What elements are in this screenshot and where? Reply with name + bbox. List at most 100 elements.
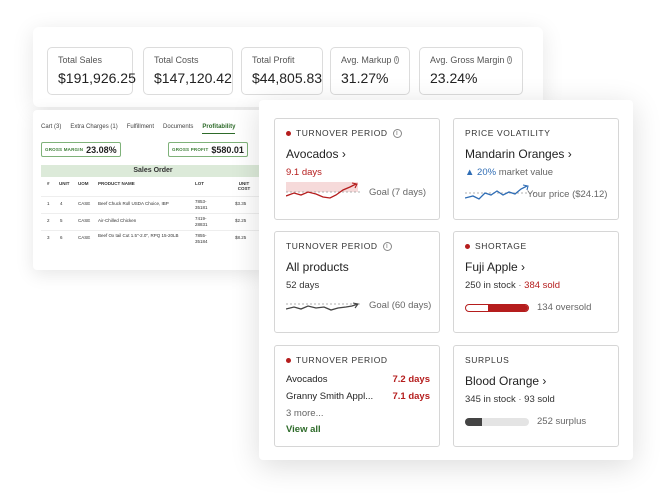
surplus-label: 252 surplus [537, 416, 587, 427]
stat-value: $44,805.83 [252, 70, 323, 86]
tile-heading: SURPLUS [465, 355, 510, 365]
product-link[interactable]: Mandarin Oranges › [465, 147, 572, 161]
oversold-label: 134 oversold [537, 302, 592, 313]
col-number: # [47, 181, 50, 186]
list-item-name: Granny Smith Appl... [286, 391, 374, 402]
sales-order-heading: Sales Order [41, 165, 265, 177]
row-cost: $2.25 [235, 218, 247, 223]
gross-profit-value: $580.01 [211, 144, 244, 155]
row-product: Beef Ox tail Cut 1.5"-2.0", RPQ 15-20LB [98, 233, 179, 238]
tile-shortage[interactable]: SHORTAGE Fuji Apple › 250 in stock · 384… [453, 231, 619, 333]
tile-surplus[interactable]: SURPLUS Blood Orange › 345 in stock · 93… [453, 345, 619, 447]
info-icon[interactable]: i [392, 128, 402, 138]
sold-count: 93 sold [524, 394, 555, 405]
col-uom: UOM [78, 181, 89, 186]
sparkline-chart [286, 302, 362, 311]
order-tabs: Cart (3) Extra Charges (1) Fulfillment D… [41, 124, 236, 134]
tile-turnover-list[interactable]: TURNOVER PERIOD Avocados 7.2 days Granny… [274, 345, 440, 447]
trend-line [465, 185, 528, 200]
turnover-value: 52 days [286, 280, 320, 291]
tile-turnover-avocados[interactable]: TURNOVER PERIOD i Avocados › 9.1 days Go… [274, 118, 440, 220]
stat-total-costs: Total Costs $147,120.42 [143, 47, 233, 95]
sparkline-chart [286, 182, 362, 199]
table-row[interactable]: 1 4 CASE Beef Chuck Roll USDA Choice, IB… [41, 196, 265, 212]
surplus-bar [465, 418, 529, 426]
tile-turnover-all-products[interactable]: TURNOVER PERIOD i All products 52 days G… [274, 231, 440, 333]
list-item[interactable]: Avocados 7.2 days [286, 374, 430, 385]
goal-label: Goal (7 days) [369, 187, 427, 198]
product-link[interactable]: All products [286, 260, 349, 274]
more-items-label: 3 more... [286, 408, 324, 419]
tab-cart[interactable]: Cart (3) [41, 124, 62, 130]
row-uom: CASE [78, 218, 91, 223]
sold-count: 384 sold [524, 280, 561, 291]
stat-avg-markup: Avg. Markup i 31.27% [330, 47, 410, 95]
tab-documents[interactable]: Documents [163, 124, 194, 130]
list-item-name: Avocados [286, 374, 328, 385]
metrics-panel: TURNOVER PERIOD i Avocados › 9.1 days Go… [259, 100, 633, 460]
col-unit: UNIT [59, 181, 70, 186]
info-icon[interactable]: i [382, 241, 392, 251]
oversold-bar-fill [487, 305, 528, 311]
oversold-bar [465, 304, 529, 312]
stat-label: Avg. Gross Margin [430, 55, 505, 65]
stat-label: Total Sales [58, 55, 103, 65]
over-goal-band [286, 182, 358, 192]
trend-arrow-icon [351, 182, 358, 189]
trend-arrow-icon [352, 302, 359, 309]
tab-extra-charges[interactable]: Extra Charges (1) [70, 124, 118, 130]
list-item[interactable]: Granny Smith Appl... 7.1 days [286, 391, 430, 402]
tile-heading: TURNOVER PERIOD [296, 355, 388, 365]
stock-count: 250 in stock [465, 280, 516, 291]
stat-value: $147,120.42 [154, 70, 232, 86]
tile-price-volatility[interactable]: PRICE VOLATILITY Mandarin Oranges › ▲ 20… [453, 118, 619, 220]
tab-profitability[interactable]: Profitability [202, 124, 236, 134]
tile-heading: TURNOVER PERIOD [286, 241, 378, 251]
tab-fulfillment[interactable]: Fulfillment [126, 124, 155, 130]
table-row[interactable]: 3 6 CASE Beef Ox tail Cut 1.5"-2.0", RPQ… [41, 230, 265, 246]
trend-arrow-icon [522, 184, 529, 191]
alert-dot-icon [465, 243, 470, 249]
goal-label: Goal (60 days) [369, 300, 432, 311]
stat-label: Avg. Markup [341, 55, 392, 65]
col-lot: LOT [195, 181, 204, 186]
row-unit: 4 [60, 201, 63, 206]
col-product-name: PRODUCT NAME [98, 181, 135, 186]
gross-profit-badge: GROSS PROFIT $580.01 [168, 142, 248, 157]
product-link[interactable]: Avocados › [286, 147, 346, 161]
your-price-label: Your price ($24.12) [527, 189, 608, 200]
price-change-label: market value [498, 167, 554, 178]
row-lot: 7853-35181 [195, 199, 208, 210]
row-number: 1 [47, 201, 50, 206]
tile-heading: TURNOVER PERIOD [296, 128, 388, 138]
info-icon[interactable]: i [394, 56, 399, 64]
row-lot: 7855-35184 [195, 233, 208, 244]
stat-value: 23.24% [430, 70, 478, 86]
gross-margin-label: GROSS MARGIN [45, 147, 84, 152]
row-uom: CASE [78, 201, 91, 206]
product-link[interactable]: Fuji Apple › [465, 260, 526, 274]
view-all-link[interactable]: View all [286, 424, 321, 435]
trend-line [286, 183, 357, 199]
col-unit-cost: UNIT COST [237, 181, 251, 191]
row-product: Air-Chilled Chicken [98, 218, 137, 223]
product-link[interactable]: Blood Orange › [465, 374, 547, 388]
summary-stats-panel: Total Sales $191,926.25 Total Costs $147… [33, 27, 543, 107]
alert-dot-icon [286, 357, 291, 363]
sparkline-chart [465, 184, 535, 200]
stock-count: 345 in stock [465, 394, 516, 405]
gross-margin-value: 23.08% [86, 144, 117, 155]
stat-label: Total Costs [154, 55, 199, 65]
list-item-value: 7.1 days [392, 391, 431, 402]
info-icon[interactable]: i [507, 56, 512, 64]
stat-value: $191,926.25 [58, 70, 136, 86]
row-lot: 7419-28831 [195, 216, 208, 227]
tile-heading: SHORTAGE [475, 241, 527, 251]
row-cost: $8.25 [235, 235, 247, 240]
row-number: 3 [47, 235, 50, 240]
gross-profit-label: GROSS PROFIT [172, 147, 209, 152]
list-item-value: 7.2 days [392, 374, 431, 385]
stat-label: Total Profit [252, 55, 295, 65]
table-row[interactable]: 2 5 CASE Air-Chilled Chicken 7419-28831 … [41, 213, 265, 229]
stat-total-sales: Total Sales $191,926.25 [47, 47, 136, 95]
